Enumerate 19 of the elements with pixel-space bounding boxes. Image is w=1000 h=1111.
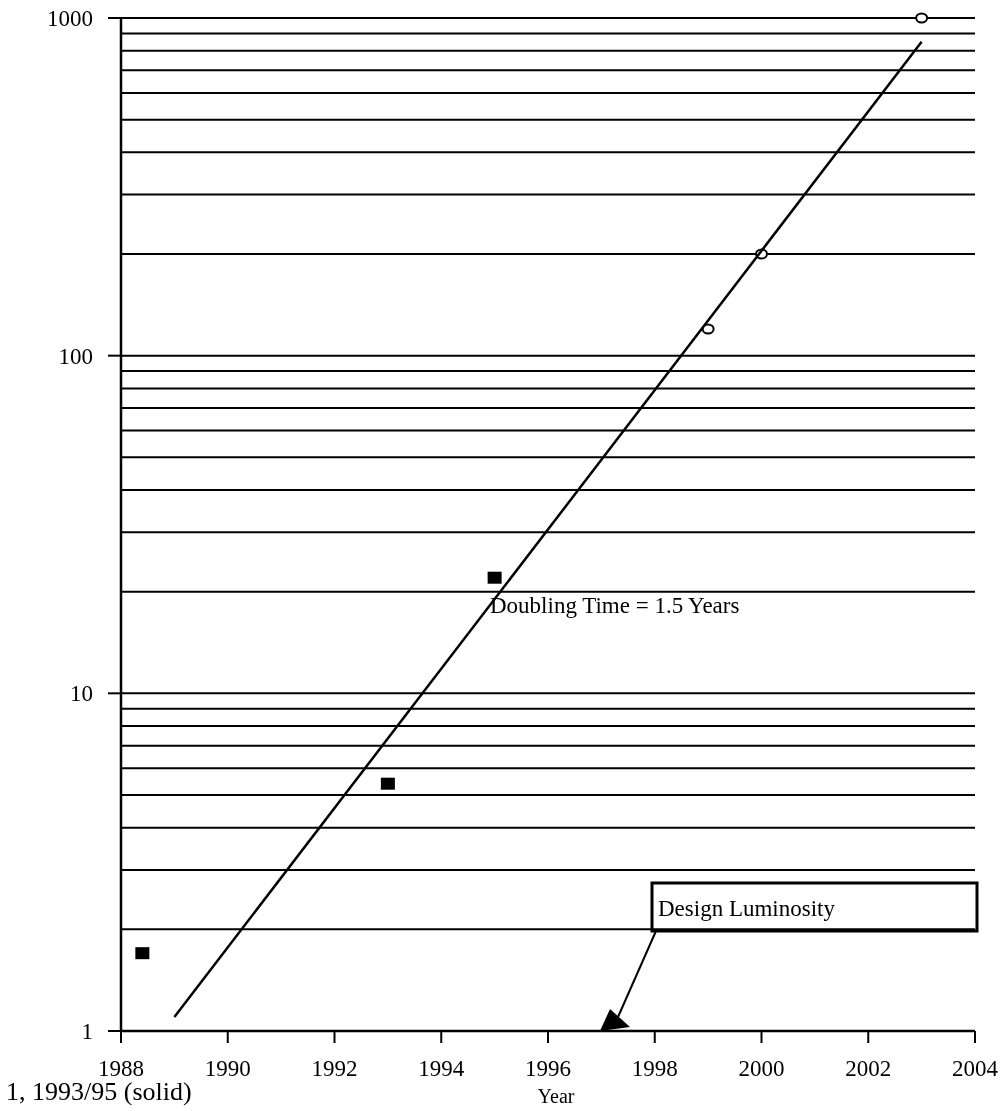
y-tick-label: 1000 bbox=[47, 6, 93, 31]
point bbox=[380, 777, 395, 790]
x-axis-title: Year bbox=[537, 1085, 575, 1107]
point bbox=[135, 947, 150, 960]
x-tick-label: 2004 bbox=[952, 1056, 999, 1081]
x-tick-label: 1992 bbox=[311, 1056, 358, 1081]
x-tick-label: 1998 bbox=[631, 1056, 678, 1081]
y-tick-label: 1 bbox=[81, 1019, 93, 1044]
point bbox=[915, 12, 929, 24]
x-tick-label: 2002 bbox=[845, 1056, 892, 1081]
x-tick-label: 1996 bbox=[525, 1056, 571, 1081]
annotation: Doubling Time = 1.5 Years bbox=[490, 593, 740, 618]
annotation: Design Luminosity bbox=[658, 896, 836, 921]
y-tick-label: 10 bbox=[70, 681, 93, 707]
x-tick-label: 1990 bbox=[204, 1056, 251, 1081]
x-tick-label: 2000 bbox=[738, 1056, 785, 1081]
x-tick-label: 1994 bbox=[418, 1056, 465, 1081]
point bbox=[487, 571, 502, 584]
y-tick-label: 100 bbox=[58, 343, 93, 369]
